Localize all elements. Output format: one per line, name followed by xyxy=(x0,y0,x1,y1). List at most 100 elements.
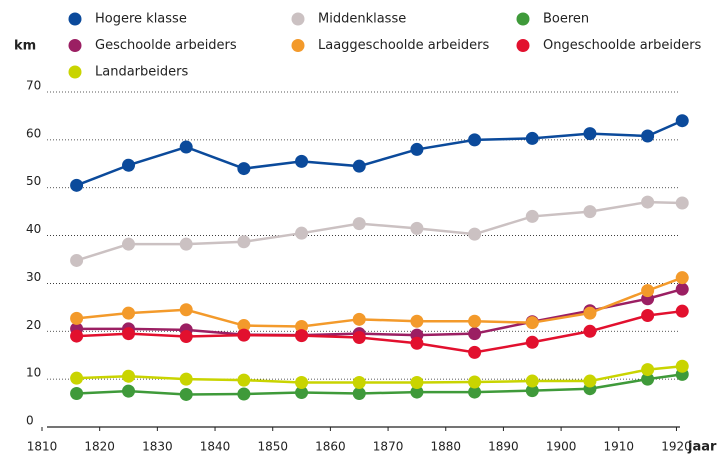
data-point xyxy=(70,178,84,192)
data-point xyxy=(295,226,309,240)
x-tick-label: 1810 xyxy=(27,440,58,454)
data-point xyxy=(583,205,597,219)
data-point xyxy=(675,271,689,285)
legend-marker xyxy=(68,12,82,26)
y-tick-label: 70 xyxy=(26,79,41,93)
data-point xyxy=(352,217,366,231)
series-line xyxy=(76,373,683,396)
data-point xyxy=(295,386,309,400)
legend-label: Ongeschoolde arbeiders xyxy=(543,38,702,53)
legend-marker xyxy=(291,12,305,26)
data-point xyxy=(641,372,655,386)
data-point xyxy=(583,306,597,320)
data-point xyxy=(352,331,366,345)
data-point xyxy=(122,158,136,172)
data-point xyxy=(468,327,482,341)
x-tick-label: 1830 xyxy=(142,440,173,454)
legend-label: Hogere klasse xyxy=(95,12,187,27)
data-point xyxy=(468,227,482,241)
data-point xyxy=(237,162,251,176)
data-point xyxy=(675,114,689,128)
data-point xyxy=(295,375,309,389)
series-line xyxy=(76,200,683,262)
data-point xyxy=(352,387,366,400)
legend-label: Middenklasse xyxy=(318,12,406,27)
data-point xyxy=(468,345,482,359)
data-point xyxy=(179,303,193,317)
y-tick-label: 60 xyxy=(26,126,41,140)
data-point xyxy=(675,304,689,318)
y-tick-label: 20 xyxy=(26,318,41,332)
data-point xyxy=(122,327,136,341)
data-point xyxy=(352,312,366,326)
data-point xyxy=(675,359,689,373)
data-point xyxy=(237,387,251,401)
series-line xyxy=(76,309,683,354)
data-point xyxy=(122,237,136,251)
data-point xyxy=(641,284,655,298)
x-tick-label: 1910 xyxy=(604,440,635,454)
data-point xyxy=(583,324,597,338)
data-point xyxy=(237,373,251,387)
data-point xyxy=(641,129,655,143)
data-point xyxy=(179,330,193,344)
y-tick-label: 0 xyxy=(26,414,34,428)
data-point xyxy=(583,374,597,388)
data-point xyxy=(410,221,424,235)
data-point xyxy=(525,209,539,223)
data-point xyxy=(179,237,193,251)
data-point xyxy=(70,387,84,400)
legend-label: Boeren xyxy=(543,12,589,27)
data-point xyxy=(122,369,136,383)
series-line xyxy=(76,119,683,187)
data-point xyxy=(641,195,655,209)
data-point xyxy=(468,314,482,328)
y-axis-label: km xyxy=(14,39,36,54)
x-tick-label: 1900 xyxy=(546,440,577,454)
data-point xyxy=(352,159,366,173)
data-point xyxy=(70,371,84,385)
data-point xyxy=(410,375,424,389)
x-tick-label: 1840 xyxy=(200,440,231,454)
x-tick-label: 1820 xyxy=(84,440,115,454)
y-tick-label: 10 xyxy=(26,366,41,380)
data-point xyxy=(295,329,309,343)
x-tick-label: 1850 xyxy=(257,440,288,454)
data-point xyxy=(410,336,424,350)
data-point xyxy=(122,384,136,398)
data-point xyxy=(468,375,482,389)
y-tick-label: 40 xyxy=(26,222,41,236)
data-point xyxy=(675,282,689,296)
data-point xyxy=(641,308,655,322)
data-point xyxy=(237,328,251,342)
x-axis-label: jaar xyxy=(687,440,717,455)
data-point xyxy=(583,127,597,141)
data-point xyxy=(410,142,424,156)
data-point xyxy=(675,196,689,210)
x-tick-label: 1920 xyxy=(661,440,692,454)
legend-marker xyxy=(516,39,530,52)
data-point xyxy=(179,387,193,401)
data-point xyxy=(468,385,482,399)
legend-label: Laaggeschoolde arbeiders xyxy=(318,38,490,53)
y-tick-label: 50 xyxy=(26,174,41,188)
legend-marker xyxy=(291,39,305,52)
data-point xyxy=(352,375,366,389)
data-point xyxy=(70,329,84,343)
legend-label: Geschoolde arbeiders xyxy=(95,38,237,53)
x-tick-label: 1880 xyxy=(430,440,461,454)
data-point xyxy=(237,319,251,333)
data-point xyxy=(70,311,84,325)
data-point xyxy=(237,235,251,249)
legend-label: Landarbeiders xyxy=(95,65,188,80)
data-point xyxy=(179,372,193,386)
data-point xyxy=(70,253,84,267)
data-point xyxy=(525,374,539,388)
data-point xyxy=(525,335,539,349)
y-tick-label: 30 xyxy=(26,270,41,284)
data-point xyxy=(641,363,655,377)
data-point xyxy=(525,131,539,145)
data-point xyxy=(295,154,309,168)
data-point xyxy=(410,314,424,328)
